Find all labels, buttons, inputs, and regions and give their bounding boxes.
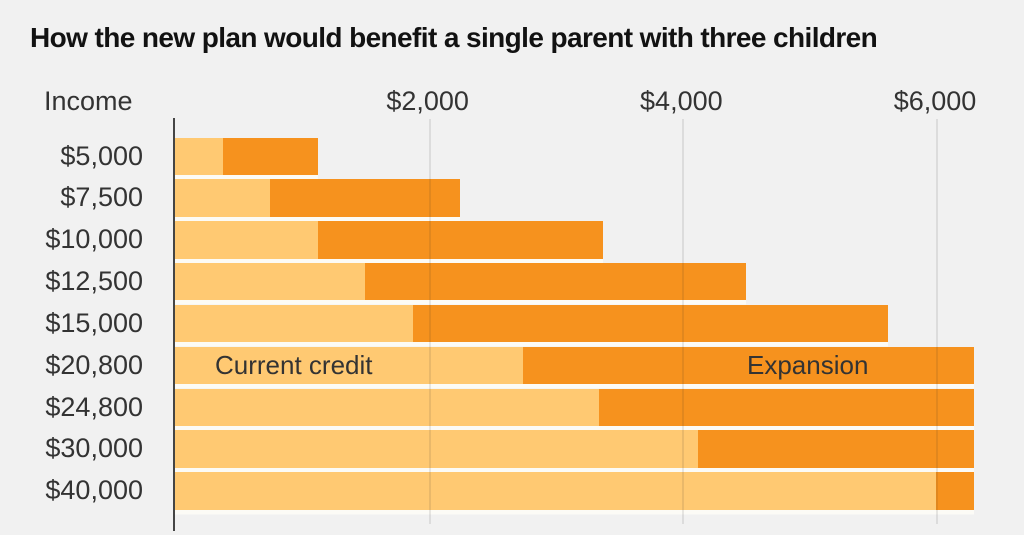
expansion-segment xyxy=(365,263,746,301)
expansion-segment xyxy=(698,430,975,468)
current-credit-segment xyxy=(175,472,936,510)
bar-row: $15,000 xyxy=(45,304,1020,347)
current-credit-segment xyxy=(175,430,699,468)
stacked-bar: Current credit Expansion xyxy=(175,346,975,385)
bar-row: $7,500 xyxy=(60,179,1020,221)
expansion-segment xyxy=(412,304,889,343)
current-credit-segment xyxy=(175,221,318,259)
stacked-bar xyxy=(175,430,975,468)
bar-row: $12,500 xyxy=(45,263,1020,305)
x-tick-label: $2,000 xyxy=(386,86,469,116)
income-label: $5,000 xyxy=(60,140,143,171)
income-label: $10,000 xyxy=(45,224,143,255)
plot-area: $5,000 $7,500 $10,000 $12,500 $15,000 $20,800… xyxy=(45,118,1020,531)
expansion-segment xyxy=(317,221,604,259)
bar-rows-container: $5,000 $7,500 $10,000 $12,500 $15,000 $20,800… xyxy=(45,137,1020,515)
current-credit-segment xyxy=(175,263,366,301)
income-label: $20,800 xyxy=(45,349,143,380)
expansion-series-label: Expansion xyxy=(747,349,869,380)
stacked-bar xyxy=(175,263,746,301)
current-credit-segment xyxy=(175,179,271,217)
expansion-segment xyxy=(523,346,975,385)
income-column-header: Income xyxy=(44,86,133,116)
current-credit-segment xyxy=(175,346,524,385)
income-label: $7,500 xyxy=(60,182,143,213)
gridline xyxy=(682,119,685,524)
bar-row: $10,000 xyxy=(45,221,1020,263)
stacked-bar xyxy=(175,221,604,259)
stacked-bar xyxy=(175,472,975,510)
x-tick-label: $6,000 xyxy=(893,86,977,116)
income-label: $30,000 xyxy=(45,433,143,464)
bar-row: $20,800 Current credit Expansion xyxy=(45,346,1020,389)
income-label: $40,000 xyxy=(45,475,143,506)
expansion-segment xyxy=(936,472,975,510)
stacked-bar xyxy=(175,137,318,175)
expansion-segment xyxy=(599,388,975,426)
current-credit-segment xyxy=(175,137,223,175)
chart-header-row: Income $2,000 $4,000 $6,000 xyxy=(0,86,1024,118)
stacked-bar xyxy=(175,388,975,426)
current-credit-segment xyxy=(175,304,413,343)
stacked-bar xyxy=(175,304,889,343)
gridline xyxy=(428,119,431,524)
income-label: $12,500 xyxy=(45,266,143,297)
expansion-segment xyxy=(222,137,318,175)
bar-row: $24,800 xyxy=(45,388,1020,431)
current-credit-series-label: Current credit xyxy=(215,349,373,380)
bar-row: $30,000 xyxy=(45,430,1020,472)
x-tick-label: $4,000 xyxy=(640,86,723,116)
current-credit-segment xyxy=(175,388,600,426)
chart-title: How the new plan would benefit a single … xyxy=(30,22,878,53)
bar-row: $40,000 xyxy=(45,472,1020,514)
bar-row: $5,000 xyxy=(60,137,1020,180)
expansion-segment xyxy=(270,179,461,217)
gridline xyxy=(936,119,938,524)
stacked-bar xyxy=(175,179,461,217)
income-label: $15,000 xyxy=(45,307,143,338)
income-label: $24,800 xyxy=(45,391,143,422)
